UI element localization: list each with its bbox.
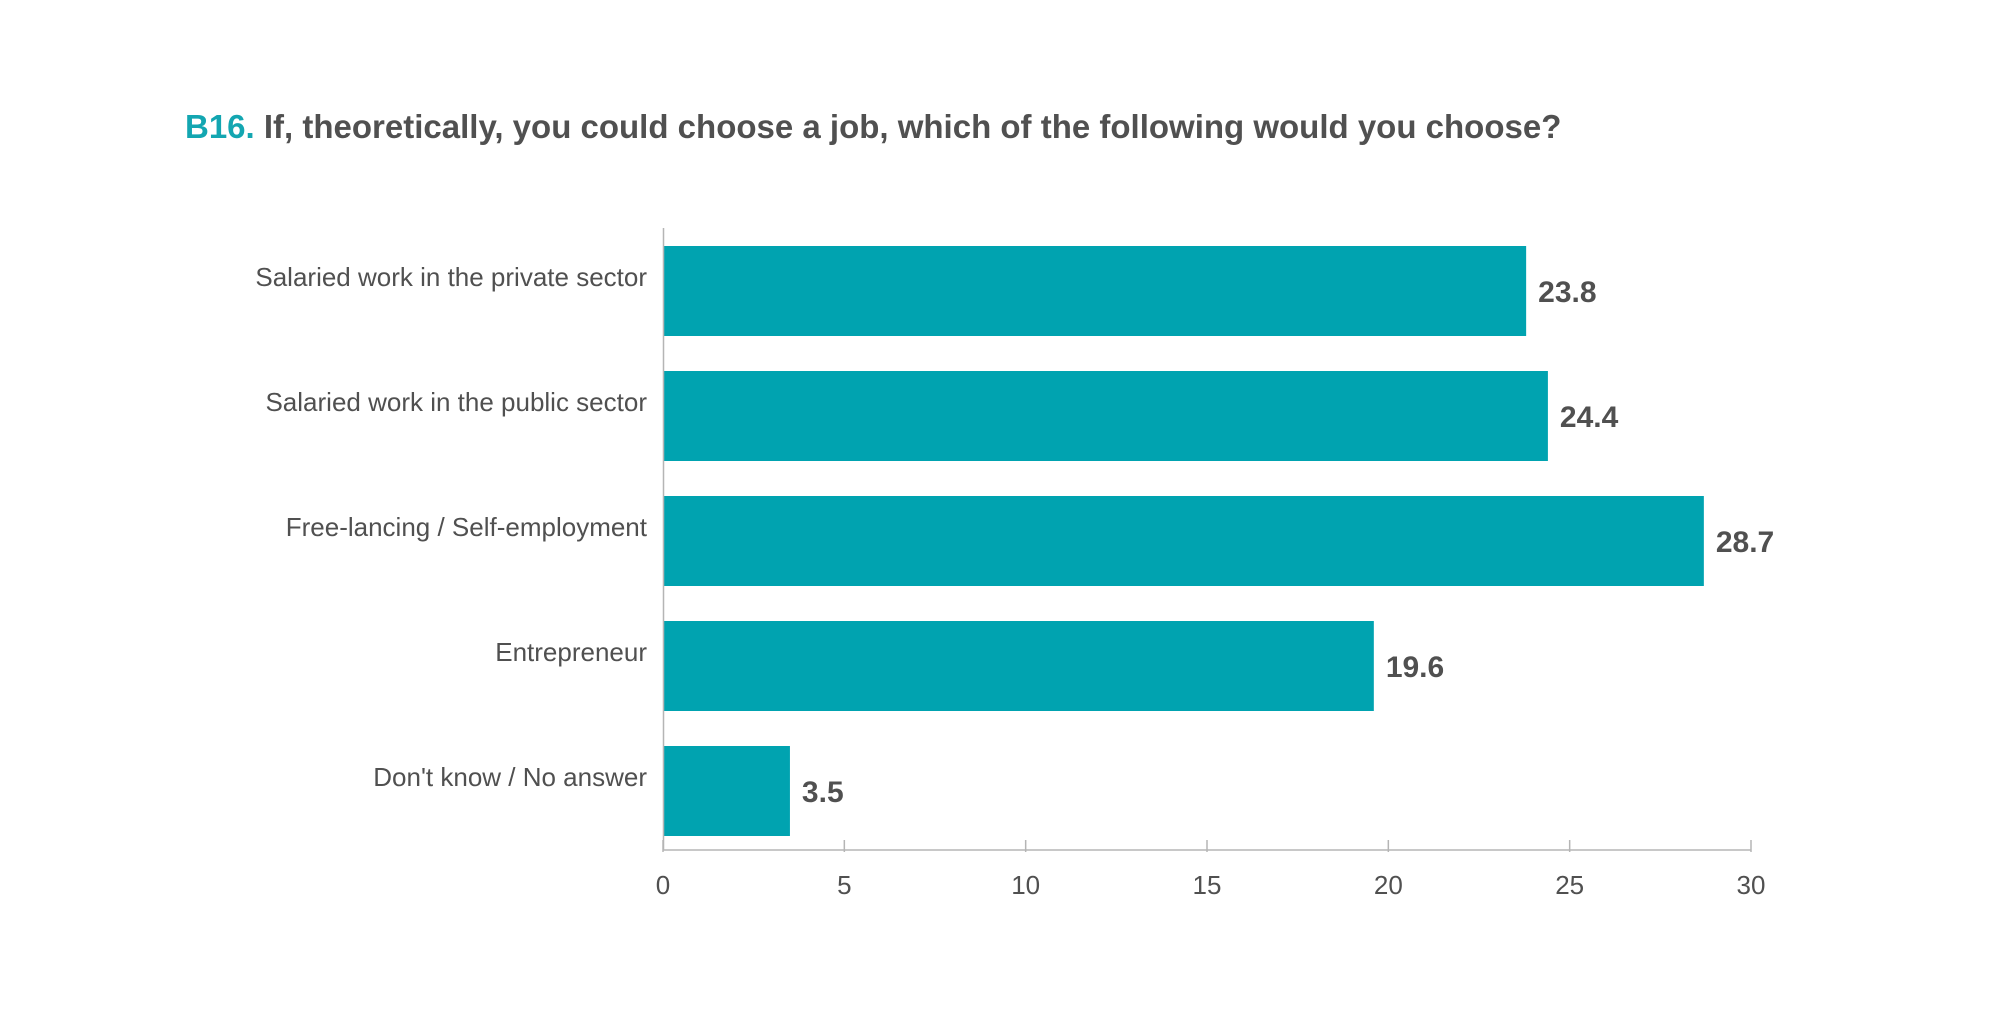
bar (663, 621, 1374, 711)
category-label: Free-lancing / Self-employment (286, 512, 648, 542)
value-label: 23.8 (1538, 276, 1596, 309)
category-label: Salaried work in the public sector (265, 387, 647, 417)
x-tick-label: 20 (1374, 870, 1403, 900)
x-tick-label: 10 (1011, 870, 1040, 900)
axes-group: 0 5 10 15 20 25 30 (656, 228, 1766, 900)
bar (663, 371, 1548, 461)
value-label: 24.4 (1560, 401, 1619, 434)
bar (663, 246, 1527, 336)
category-label: Don't know / No answer (373, 762, 647, 792)
x-tick-label: 5 (837, 870, 851, 900)
x-tick-label: 30 (1737, 870, 1766, 900)
bar (663, 746, 790, 836)
category-label: Salaried work in the private sector (255, 262, 647, 292)
chart-title: B16. If, theoretically, you could choose… (185, 108, 1561, 146)
x-tick-label: 25 (1555, 870, 1584, 900)
bars-group: Salaried work in the private sector 23.8 S… (255, 246, 1774, 836)
value-label: 28.7 (1716, 526, 1774, 559)
bar (663, 496, 1704, 586)
x-tick-label: 0 (656, 870, 670, 900)
x-tick-label: 15 (1193, 870, 1222, 900)
value-label: 19.6 (1386, 651, 1444, 684)
question-number: B16. (185, 108, 255, 145)
value-label: 3.5 (802, 776, 844, 809)
category-label: Entrepreneur (495, 637, 647, 667)
question-text: If, theoretically, you could choose a jo… (263, 108, 1562, 145)
